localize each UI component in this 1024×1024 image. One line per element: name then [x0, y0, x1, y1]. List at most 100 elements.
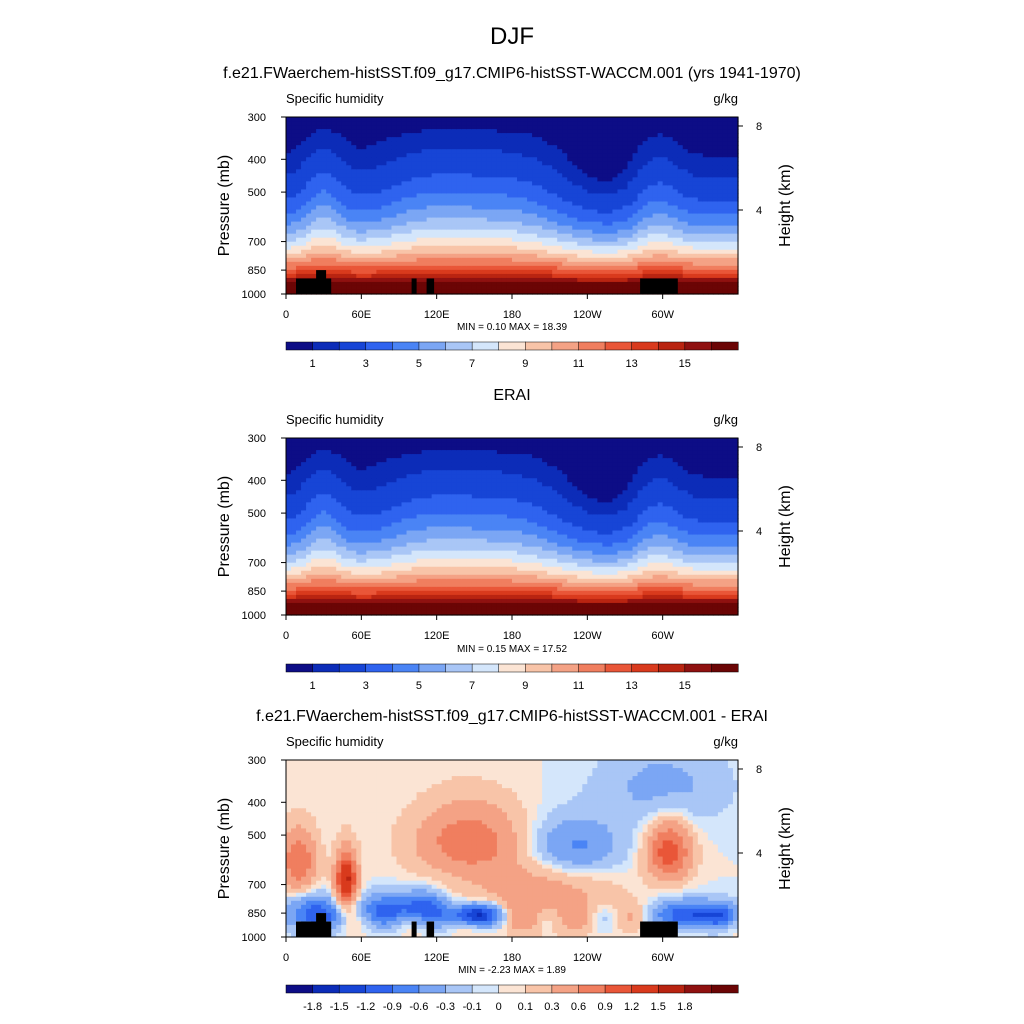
heatmap-cell: [366, 466, 372, 471]
heatmap-cell: [597, 281, 603, 287]
heatmap-cell: [542, 125, 548, 130]
heatmap-cell: [491, 141, 498, 146]
heatmap-cell: [311, 458, 317, 463]
heatmap-cell: [301, 542, 307, 548]
heatmap-cell: [286, 582, 292, 588]
heatmap-cell: [687, 197, 694, 203]
heatmap-cell: [291, 273, 297, 279]
heatmap-cell: [411, 273, 418, 279]
heatmap-cell: [567, 173, 573, 178]
heatmap-cell: [632, 233, 639, 239]
heatmap-cell: [562, 173, 568, 178]
topography-block: [640, 278, 678, 294]
heatmap-cell: [567, 117, 573, 122]
heatmap-cell: [461, 253, 468, 259]
heatmap-cell: [712, 161, 719, 166]
heatmap-cell: [356, 538, 362, 544]
heatmap-cell: [547, 229, 553, 235]
heatmap-cell: [707, 149, 714, 154]
heatmap-cell: [366, 542, 372, 548]
heatmap-cell: [547, 261, 553, 267]
heatmap-cell: [582, 229, 588, 235]
heatmap-cell: [446, 161, 453, 166]
heatmap-cell: [361, 181, 367, 186]
heatmap-cell: [552, 289, 558, 295]
heatmap-cell: [717, 189, 724, 195]
heatmap-cell: [617, 261, 624, 267]
heatmap-cell: [522, 129, 528, 134]
heatmap-cell: [446, 141, 453, 146]
x-tick-label: 120W: [573, 309, 602, 321]
heatmap-cell: [687, 157, 694, 162]
heatmap-cell: [557, 141, 563, 146]
heatmap-cell: [627, 157, 634, 162]
heatmap-cell: [436, 269, 443, 275]
heatmap-cell: [296, 129, 302, 134]
heatmap-cell: [602, 245, 609, 251]
heatmap-cell: [707, 157, 714, 162]
heatmap-cell: [572, 133, 578, 138]
heatmap-cell: [286, 462, 292, 467]
heatmap-cell: [592, 121, 598, 126]
heatmap-cell: [481, 245, 488, 251]
heatmap-cell: [476, 177, 483, 182]
heatmap-cell: [426, 117, 433, 122]
heatmap-cell: [421, 277, 428, 283]
heatmap-cell: [351, 466, 357, 471]
heatmap-cell: [537, 141, 543, 146]
heatmap-cell: [657, 161, 664, 166]
heatmap-cell: [311, 470, 317, 475]
heatmap-cell: [637, 141, 644, 146]
heatmap-cell: [456, 233, 463, 239]
heatmap-cell: [476, 193, 483, 199]
heatmap-cell: [602, 169, 609, 174]
heatmap-cell: [366, 598, 372, 604]
heatmap-cell: [381, 478, 388, 483]
heatmap-cell: [647, 205, 654, 211]
heatmap-cell: [321, 217, 327, 223]
heatmap-cell: [386, 546, 393, 552]
heatmap-cell: [376, 570, 383, 576]
heatmap-cell: [627, 137, 634, 142]
heatmap-cell: [366, 510, 372, 516]
heatmap-cell: [391, 273, 398, 279]
heatmap-cell: [602, 269, 609, 275]
heatmap-cell: [496, 233, 503, 239]
heatmap-cell: [587, 277, 593, 283]
heatmap-cell: [316, 125, 322, 130]
heatmap-cell: [587, 129, 593, 134]
heatmap-cell: [652, 225, 659, 231]
heatmap-cell: [456, 153, 463, 158]
heatmap-cell: [391, 562, 398, 568]
heatmap-cell: [381, 542, 388, 548]
heatmap-cell: [401, 185, 408, 191]
heatmap-cell: [717, 213, 724, 219]
colorbar: 1 3 5 7 9 11 13 15: [285, 341, 739, 370]
heatmap-cell: [371, 534, 377, 540]
heatmap-cell: [366, 269, 372, 275]
heatmap-cell: [717, 205, 724, 211]
heatmap-cell: [391, 193, 398, 199]
heatmap-cell: [341, 165, 347, 170]
heatmap-cell: [386, 442, 393, 447]
heatmap-cell: [376, 450, 383, 455]
heatmap-cell: [622, 201, 629, 207]
heatmap-cell: [461, 149, 468, 154]
heatmap-cell: [311, 261, 317, 267]
heatmap-cell: [396, 273, 403, 279]
heatmap-cell: [371, 257, 377, 263]
heatmap-cell: [491, 261, 498, 267]
heatmap-cell: [451, 237, 458, 243]
heatmap-cell: [291, 257, 297, 263]
heatmap-cell: [476, 289, 483, 295]
heatmap-cell: [527, 121, 533, 126]
heatmap-cell: [542, 193, 548, 199]
heatmap-cell: [597, 245, 603, 251]
heatmap-cell: [451, 241, 458, 247]
heatmap-cell: [451, 121, 458, 126]
heatmap-cell: [717, 197, 724, 203]
heatmap-cell: [557, 241, 563, 247]
heatmap-cell: [366, 566, 372, 572]
heatmap-cell: [296, 181, 302, 186]
heatmap-cell: [602, 253, 609, 259]
